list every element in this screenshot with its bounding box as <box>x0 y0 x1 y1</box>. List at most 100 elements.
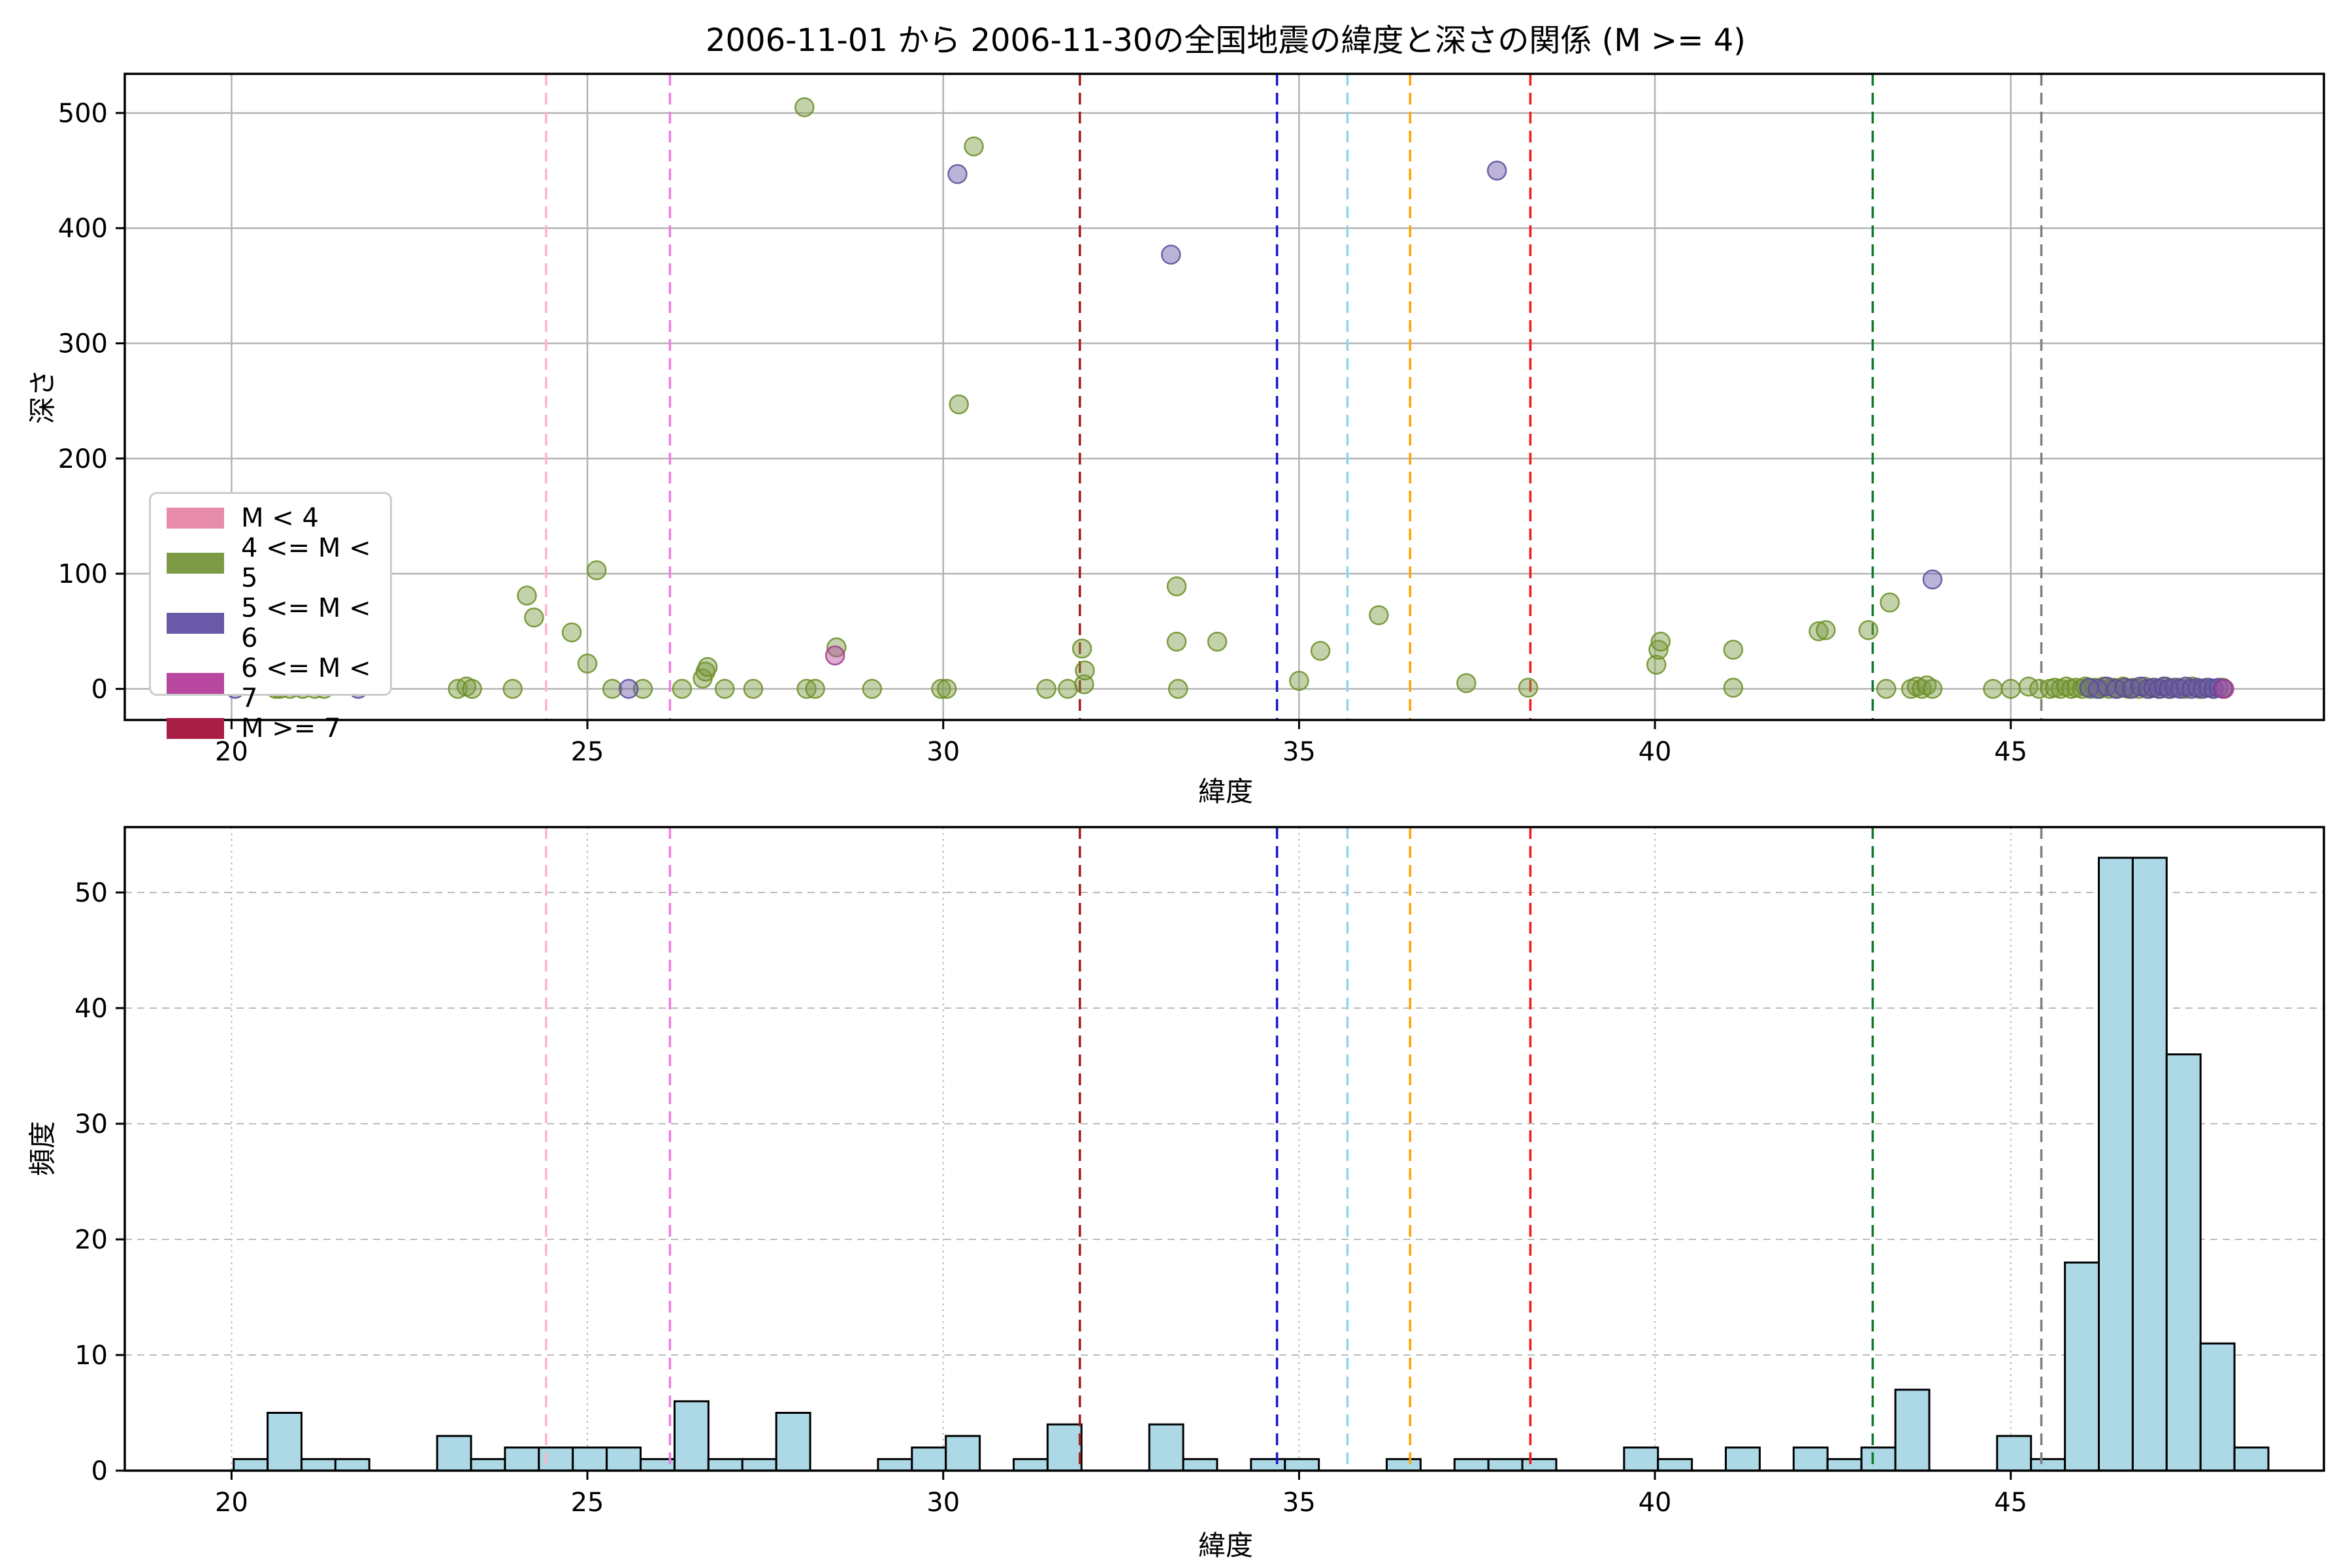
bottom-yaxis-label: 頻度 <box>26 1120 59 1177</box>
y-tick-label: 500 <box>58 99 108 129</box>
histogram-bar <box>1996 1435 2033 1472</box>
histogram-bar <box>2064 1261 2100 1472</box>
legend-swatch-icon <box>167 553 224 574</box>
legend-item: M >= 7 <box>167 713 384 743</box>
scatter-point <box>1161 244 1181 265</box>
y-tick-label: 400 <box>58 214 108 244</box>
legend-item: 6 <= M < 7 <box>167 653 384 713</box>
scatter-point <box>1369 605 1389 625</box>
scatter-point <box>2214 679 2234 699</box>
histogram-bar <box>1046 1423 1083 1472</box>
histogram-bar <box>300 1458 336 1472</box>
y-tick-label: 100 <box>58 559 108 589</box>
scatter-point <box>2029 679 2050 699</box>
histogram-bar <box>436 1435 472 1472</box>
scatter-point <box>1723 640 1744 660</box>
scatter-point <box>632 679 653 699</box>
scatter-point <box>1880 592 1900 613</box>
histogram-bar <box>2199 1342 2236 1472</box>
x-tick-label: 35 <box>1282 737 1316 767</box>
histogram-bar <box>1250 1458 1286 1472</box>
histogram-bar <box>945 1435 981 1472</box>
histogram-bar <box>572 1446 608 1472</box>
scatter-point <box>1207 631 1228 652</box>
histogram-bar <box>877 1458 913 1472</box>
legend-swatch-icon <box>167 613 224 634</box>
histogram-bar <box>1013 1458 1049 1472</box>
legend-item-label: 4 <= M < 5 <box>241 533 371 593</box>
histogram-bar <box>538 1446 574 1472</box>
scatter-point <box>1816 620 1836 640</box>
scatter-point <box>1166 631 1187 652</box>
y-tick-label: 50 <box>74 878 108 908</box>
scatter-point <box>794 97 815 118</box>
y-tick-label: 20 <box>74 1225 108 1255</box>
scatter-point <box>715 679 735 699</box>
legend-item-label: M >= 7 <box>241 713 341 743</box>
scatter-point <box>931 679 951 699</box>
scatter-point <box>502 679 523 699</box>
scatter-point <box>936 679 957 699</box>
histogram-bar <box>267 1412 302 1472</box>
scatter-point <box>561 622 582 643</box>
scatter-point <box>2001 679 2021 699</box>
scatter-point <box>602 679 623 699</box>
axes-frame <box>123 73 2325 721</box>
legend-swatch-icon <box>167 673 224 694</box>
legend-swatch-icon <box>167 508 224 529</box>
scatter-point <box>1808 621 1829 642</box>
scatter-point <box>1650 631 1671 652</box>
scatter-point <box>947 164 968 184</box>
histogram-bar <box>504 1446 540 1472</box>
histogram-bar <box>707 1458 743 1472</box>
x-tick-label: 30 <box>926 737 960 767</box>
scatter-point <box>1723 678 1744 698</box>
y-tick-label: 30 <box>74 1109 108 1139</box>
y-tick-label: 40 <box>74 994 108 1024</box>
scatter-point <box>618 679 639 699</box>
histogram-bar <box>1148 1423 1184 1472</box>
histogram-bar <box>2098 857 2134 1472</box>
scatter-point <box>672 679 693 699</box>
scatter-point <box>1983 679 2003 699</box>
scatter-point <box>1858 620 1879 640</box>
legend-swatch-icon <box>167 718 224 739</box>
x-tick-label: 20 <box>215 1488 248 1518</box>
histogram-bar <box>1623 1446 1659 1472</box>
scatter-point <box>1058 679 1078 699</box>
histogram-bar <box>1894 1388 1931 1472</box>
histogram-bar <box>1792 1446 1829 1472</box>
y-tick-label: 300 <box>58 329 108 359</box>
scatter-point <box>1648 640 1669 660</box>
histogram-bar <box>741 1458 777 1472</box>
histogram-bar <box>1826 1458 1863 1472</box>
legend-item-label: M < 4 <box>241 503 319 533</box>
histogram-bar <box>2030 1458 2066 1472</box>
scatter-point <box>1075 660 1095 681</box>
scatter-point <box>2114 678 2135 698</box>
scatter-point <box>697 657 718 678</box>
histogram-bar <box>1521 1458 1558 1472</box>
y-tick-label: 10 <box>74 1341 108 1371</box>
legend-item: M < 4 <box>167 503 384 533</box>
bottom-xaxis-label: 緯度 <box>1198 1529 1253 1561</box>
histogram-bar <box>2233 1446 2270 1472</box>
histogram-bar <box>775 1412 811 1472</box>
scatter-point <box>577 653 598 674</box>
histogram-bar <box>606 1446 642 1472</box>
scatter-point <box>1168 679 1188 699</box>
legend-item-label: 5 <= M < 6 <box>241 593 371 653</box>
scatter-point <box>462 679 482 699</box>
scatter-point <box>1876 679 1897 699</box>
scatter-point <box>517 585 537 606</box>
scatter-point <box>1166 576 1187 596</box>
scatter-point <box>1916 675 1937 696</box>
x-tick-label: 45 <box>1994 737 2027 767</box>
y-tick-label: 200 <box>58 444 108 474</box>
scatter-point <box>949 394 969 415</box>
scatter-point <box>1646 655 1667 675</box>
scatter-point <box>1036 679 1056 699</box>
